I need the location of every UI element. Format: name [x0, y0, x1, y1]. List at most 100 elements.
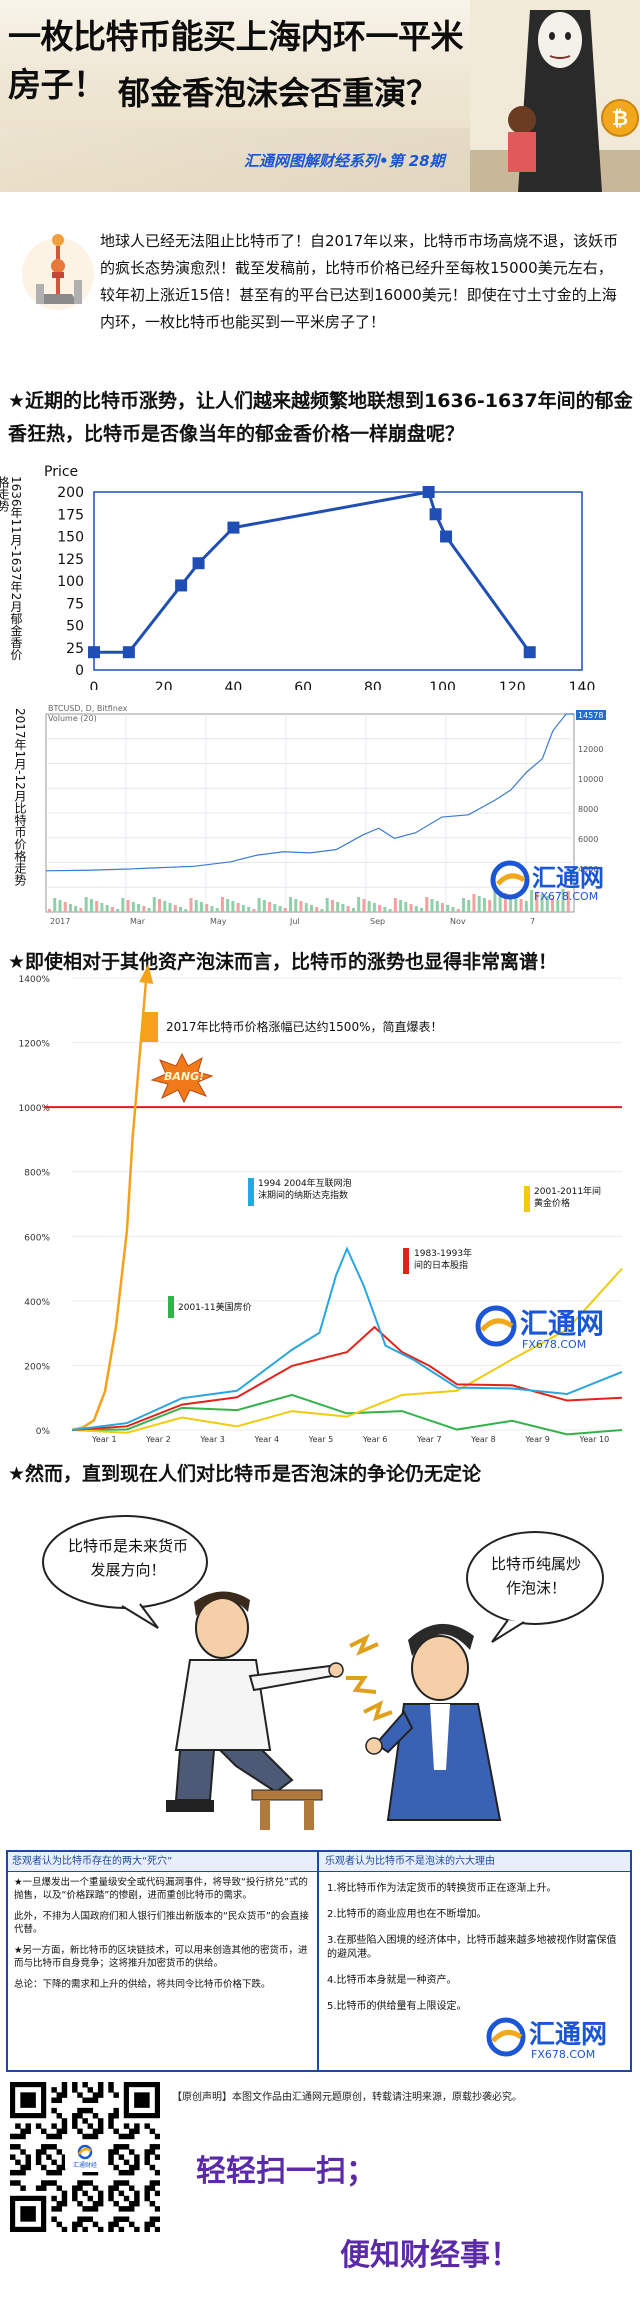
- qr-module: [97, 2087, 104, 2093]
- asset-bubble-plot: 1400% 1200% 1000% 800% 600% 400% 200% 0% Year 1 Y…: [19, 964, 623, 1444]
- qr-module: [82, 2169, 88, 2176]
- btc-volume-bar: [409, 904, 413, 912]
- argument-table: 悲观者认为比特币存在的两大“死穴” ★一旦爆发出一个重量级安全或代码漏洞事件，将…: [6, 1850, 632, 2072]
- qr-module: [10, 2154, 16, 2160]
- bubble-y-tick: 400%: [24, 1298, 50, 1308]
- btc-volume-bar: [126, 900, 130, 912]
- btc-volume-bar: [330, 900, 334, 912]
- tulip-price-line: [94, 490, 531, 654]
- qr-module: [113, 2113, 119, 2119]
- optimist-heading: 乐观者认为比特币不是泡沫的六大理由: [319, 1852, 630, 1872]
- btc-volume-bar: [378, 905, 382, 912]
- qr-module: [108, 2190, 114, 2197]
- btc-volume-bar: [189, 898, 193, 912]
- tulip-data-point: [88, 646, 100, 659]
- qr-module: [108, 2082, 114, 2088]
- bubble-x-tick: Year 4: [254, 1435, 280, 1444]
- qr-module: [128, 2164, 135, 2171]
- housing-annotation: 2001-11美国房价: [178, 1303, 252, 1313]
- skeptic-bubble-text: 比特币纯属炒作泡沫！: [490, 1555, 581, 1597]
- qr-module: [113, 2185, 119, 2191]
- btc-y-tick: 4000: [578, 865, 598, 874]
- qr-module: [128, 2169, 135, 2176]
- btc-volume-bar: [116, 909, 120, 912]
- btc-volume-bar: [310, 905, 313, 912]
- qr-module: [77, 2185, 83, 2191]
- btc-volume-bar: [388, 909, 392, 912]
- btc-volume-bar: [545, 896, 549, 912]
- tulip-x-tick: 40: [225, 680, 243, 690]
- qr-module: [97, 2082, 104, 2088]
- huitong-logo-icon: [490, 860, 530, 900]
- optimist-reason-5: 5.比特币的供给量有上限设定。: [327, 2001, 467, 2012]
- qr-module: [41, 2128, 47, 2135]
- qr-module: [108, 2113, 114, 2119]
- qr-module: [97, 2123, 104, 2129]
- btc-volume-bar: [299, 901, 303, 912]
- qr-module: [82, 2118, 88, 2124]
- btc-y-tick: 10000: [578, 775, 603, 784]
- btc-volume-bar: [530, 890, 534, 912]
- qr-module: [15, 2123, 21, 2129]
- qr-module: [56, 2128, 63, 2135]
- qr-module: [61, 2164, 68, 2171]
- btc-volume-bar: [215, 908, 219, 912]
- qr-module: [56, 2097, 63, 2103]
- qr-module: [51, 2097, 57, 2103]
- btc-volume-bar: [451, 907, 455, 912]
- btc-volume-bar: [341, 904, 345, 912]
- qr-module: [82, 2133, 88, 2140]
- qr-module: [92, 2185, 99, 2191]
- btc-volume-bar: [551, 898, 555, 912]
- qr-module: [15, 2169, 21, 2176]
- qr-module: [61, 2082, 68, 2088]
- qr-module: [82, 2082, 88, 2088]
- qr-code[interactable]: 汇通财经: [10, 2082, 161, 2233]
- qr-module: [82, 2180, 88, 2186]
- qr-module: [92, 2092, 99, 2098]
- header-illustration: ₿: [470, 0, 640, 192]
- qr-module: [72, 2190, 78, 2197]
- btc-volume-bar: [294, 899, 298, 912]
- bitcoin-coin-icon: ₿: [601, 99, 639, 137]
- btc-volume-bar: [315, 907, 319, 912]
- btc-volume-bar: [152, 897, 156, 912]
- btc-volume-bar: [482, 898, 486, 912]
- qr-module: [56, 2169, 63, 2176]
- bubble-x-tick: Year 8: [470, 1435, 496, 1444]
- qr-module: [149, 2221, 156, 2228]
- btc-volume-bar: [561, 889, 565, 912]
- btc-volume-bar: [273, 904, 277, 912]
- btc-volume-bar: [163, 901, 167, 912]
- btc-volume-bar: [399, 900, 403, 912]
- btc-volume-bar: [498, 891, 502, 912]
- qr-module: [113, 2107, 119, 2114]
- qr-module: [154, 2133, 161, 2140]
- qr-module: [87, 2195, 94, 2202]
- pessimist-column: 悲观者认为比特币存在的两大“死穴” ★一旦爆发出一个重量级安全或代码漏洞事件，将…: [8, 1852, 319, 2070]
- qr-finder-core: [20, 2092, 36, 2108]
- qr-module: [56, 2092, 63, 2098]
- qr-module: [61, 2190, 68, 2197]
- tulip-data-point: [422, 486, 435, 498]
- qr-module: [72, 2123, 78, 2129]
- tulip-data-point: [440, 530, 453, 543]
- tulip-chart-side-label: 1636年11月-1637年2月郁金香价格走势: [0, 476, 23, 661]
- btc-x-tick: Jul: [289, 917, 300, 926]
- qr-module: [92, 2113, 99, 2119]
- qr-module: [20, 2164, 26, 2171]
- qr-module: [134, 2195, 140, 2202]
- btc-volume-bar: [179, 907, 182, 912]
- qr-module: [72, 2221, 78, 2228]
- qr-module: [77, 2216, 83, 2222]
- qr-module: [56, 2221, 63, 2228]
- qr-module: [144, 2190, 150, 2197]
- qr-module: [123, 2123, 130, 2129]
- qr-module: [15, 2144, 21, 2150]
- btc-volume-bar: [257, 898, 261, 912]
- bitcoin-chart-volume-label: Volume (20): [48, 714, 97, 723]
- tulip-y-tick: 100: [57, 574, 84, 590]
- qr-module: [56, 2200, 63, 2207]
- qr-module: [92, 2169, 99, 2176]
- btc-volume-bar: [173, 905, 177, 912]
